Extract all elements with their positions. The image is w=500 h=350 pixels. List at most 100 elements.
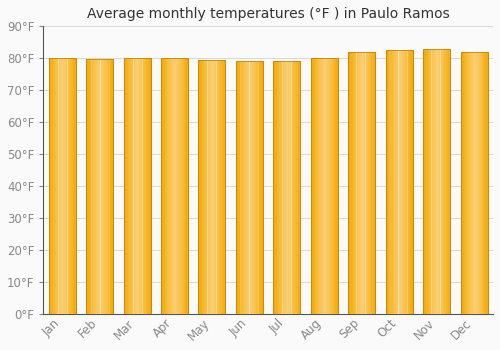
Bar: [95, 59, 96, 314]
Bar: [336, 58, 337, 314]
Bar: [288, 62, 289, 314]
Bar: [66, 58, 68, 314]
Bar: [146, 58, 147, 314]
Bar: [330, 58, 331, 314]
Bar: [55, 58, 56, 314]
Bar: [274, 62, 300, 314]
Bar: [100, 59, 102, 314]
Bar: [434, 49, 435, 314]
Bar: [161, 58, 162, 314]
Bar: [312, 58, 313, 314]
Bar: [426, 49, 427, 314]
Bar: [432, 49, 434, 314]
Bar: [362, 52, 363, 314]
Bar: [64, 58, 65, 314]
Bar: [236, 62, 263, 314]
Bar: [169, 58, 170, 314]
Bar: [102, 59, 103, 314]
Bar: [221, 60, 222, 314]
Bar: [127, 58, 128, 314]
Bar: [198, 60, 226, 314]
Bar: [440, 49, 442, 314]
Bar: [211, 60, 212, 314]
Bar: [372, 52, 373, 314]
Bar: [164, 58, 166, 314]
Bar: [437, 49, 438, 314]
Bar: [254, 62, 255, 314]
Bar: [222, 60, 223, 314]
Bar: [363, 52, 364, 314]
Bar: [212, 60, 213, 314]
Bar: [255, 62, 256, 314]
Bar: [136, 58, 137, 314]
Bar: [461, 52, 462, 314]
Bar: [210, 60, 211, 314]
Bar: [132, 58, 134, 314]
Bar: [424, 49, 450, 314]
Bar: [126, 58, 127, 314]
Bar: [334, 58, 336, 314]
Bar: [177, 58, 178, 314]
Bar: [56, 58, 58, 314]
Bar: [170, 58, 171, 314]
Bar: [320, 58, 321, 314]
Bar: [112, 59, 113, 314]
Bar: [48, 58, 76, 314]
Bar: [359, 52, 360, 314]
Bar: [358, 52, 360, 314]
Bar: [444, 49, 445, 314]
Bar: [370, 52, 371, 314]
Bar: [337, 58, 338, 314]
Bar: [369, 52, 370, 314]
Bar: [360, 52, 361, 314]
Bar: [237, 62, 238, 314]
Bar: [321, 58, 322, 314]
Bar: [94, 59, 95, 314]
Bar: [348, 52, 376, 314]
Bar: [172, 58, 173, 314]
Bar: [327, 58, 328, 314]
Bar: [424, 49, 450, 314]
Bar: [179, 58, 180, 314]
Bar: [276, 62, 277, 314]
Bar: [462, 52, 464, 314]
Bar: [350, 52, 351, 314]
Bar: [200, 60, 202, 314]
Bar: [162, 58, 163, 314]
Bar: [487, 52, 488, 314]
Bar: [240, 62, 242, 314]
Bar: [203, 60, 204, 314]
Bar: [294, 62, 295, 314]
Bar: [274, 62, 300, 314]
Bar: [252, 62, 253, 314]
Bar: [470, 52, 472, 314]
Bar: [124, 58, 150, 314]
Bar: [258, 62, 260, 314]
Bar: [442, 49, 443, 314]
Bar: [138, 58, 139, 314]
Bar: [353, 52, 354, 314]
Bar: [317, 58, 318, 314]
Bar: [86, 59, 113, 314]
Bar: [316, 58, 318, 314]
Bar: [319, 58, 320, 314]
Bar: [174, 58, 176, 314]
Bar: [198, 60, 200, 314]
Bar: [400, 50, 401, 314]
Bar: [282, 62, 284, 314]
Bar: [206, 60, 208, 314]
Bar: [274, 62, 276, 314]
Bar: [485, 52, 486, 314]
Bar: [361, 52, 362, 314]
Bar: [148, 58, 149, 314]
Bar: [147, 58, 148, 314]
Bar: [186, 58, 187, 314]
Bar: [89, 59, 90, 314]
Bar: [142, 58, 144, 314]
Bar: [392, 50, 393, 314]
Bar: [246, 62, 247, 314]
Bar: [468, 52, 469, 314]
Bar: [71, 58, 72, 314]
Bar: [446, 49, 448, 314]
Bar: [145, 58, 146, 314]
